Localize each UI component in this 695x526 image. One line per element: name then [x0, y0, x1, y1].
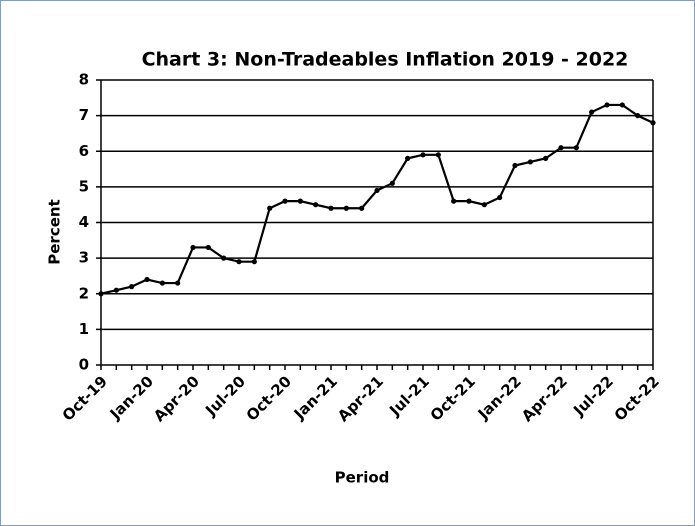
data-point — [573, 145, 579, 151]
data-point — [236, 259, 242, 265]
y-tick-label: 8 — [79, 71, 89, 89]
data-point — [267, 205, 273, 211]
data-point — [205, 244, 211, 251]
data-point — [328, 205, 334, 211]
data-point — [451, 198, 457, 204]
data-point — [221, 255, 227, 261]
y-tick-label: 4 — [79, 213, 89, 231]
data-point — [359, 205, 365, 211]
data-point — [175, 280, 181, 286]
y-tick-label: 5 — [79, 177, 89, 195]
data-point — [98, 291, 104, 297]
chart-title: Chart 3: Non-Tradeables Inflation 2019 -… — [142, 49, 629, 71]
y-tick-label: 3 — [79, 249, 89, 267]
data-point — [313, 202, 319, 208]
data-point — [497, 194, 503, 201]
data-point — [589, 109, 595, 115]
data-point — [650, 120, 656, 126]
data-point — [619, 102, 625, 108]
data-point — [481, 202, 487, 208]
data-point — [144, 276, 150, 283]
data-point — [604, 102, 610, 108]
data-point — [129, 284, 135, 290]
data-point — [527, 159, 533, 165]
data-point — [543, 155, 549, 161]
data-point — [113, 287, 119, 293]
y-tick-label: 1 — [79, 320, 89, 338]
data-point — [635, 113, 641, 119]
data-point — [558, 145, 564, 151]
y-tick-label: 6 — [79, 142, 89, 160]
y-axis-label: Percent — [46, 199, 64, 264]
data-point — [374, 187, 380, 194]
data-point — [405, 155, 411, 161]
data-point — [190, 244, 196, 251]
data-point — [435, 152, 441, 158]
data-point — [159, 280, 165, 286]
data-point — [251, 259, 257, 265]
y-tick-label: 0 — [79, 356, 89, 374]
data-point — [343, 205, 349, 211]
data-point — [512, 162, 518, 169]
data-point — [466, 198, 472, 204]
y-tick-label: 7 — [79, 106, 89, 124]
y-tick-label: 2 — [79, 284, 89, 302]
data-point — [282, 198, 288, 204]
x-axis-label: Period — [335, 469, 390, 487]
data-point — [297, 198, 303, 204]
data-point — [389, 180, 395, 186]
data-point — [420, 152, 426, 158]
